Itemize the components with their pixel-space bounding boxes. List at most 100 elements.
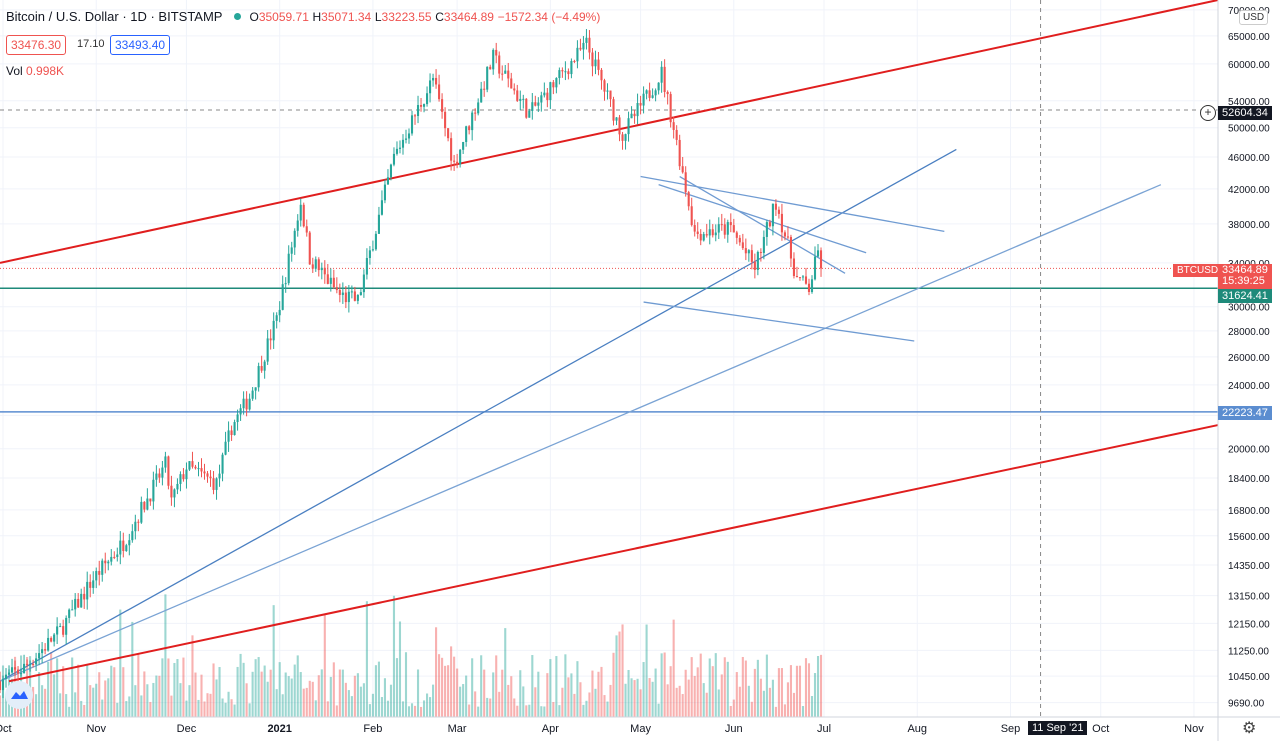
volume-bar — [176, 659, 179, 717]
volume-bar — [498, 691, 501, 717]
volume-bar — [281, 694, 284, 717]
volume-bar — [422, 700, 426, 717]
volume-bar — [410, 703, 414, 717]
candle-body — [720, 224, 723, 226]
candle-body — [672, 122, 675, 130]
candle-body — [597, 59, 600, 70]
trendline — [0, 0, 1219, 264]
candle-body — [236, 414, 239, 423]
volume-bar — [720, 674, 723, 717]
volume-bar — [537, 671, 540, 717]
candle-body — [630, 113, 633, 119]
volume-bar — [666, 684, 669, 717]
candle-body — [263, 361, 266, 371]
candle-body — [71, 609, 74, 611]
candle-body — [498, 55, 501, 74]
date-cursor-tag: 11 Sep '21 — [1028, 721, 1088, 735]
candle-body — [401, 139, 405, 148]
candle-body — [215, 478, 218, 490]
candle-body — [398, 147, 402, 149]
candle-body — [633, 113, 636, 117]
volume-bar — [0, 695, 2, 717]
volume-bar — [59, 693, 62, 717]
volume-bar — [657, 703, 660, 717]
candle-body — [600, 69, 603, 81]
volume-bar — [672, 619, 675, 717]
tradingview-logo-icon[interactable] — [5, 681, 33, 709]
candle-body — [197, 468, 200, 470]
sell-button[interactable]: 33476.30 — [6, 35, 67, 55]
volume-bar — [404, 652, 408, 717]
volume-bar — [642, 662, 645, 717]
volume-bar — [489, 698, 492, 717]
candle-body — [438, 84, 441, 100]
volume-bar — [401, 701, 405, 717]
y-tick-label: 18400.00 — [1228, 474, 1270, 485]
candle-body — [534, 102, 537, 106]
candle-body — [807, 283, 811, 292]
y-tick-label: 12150.00 — [1228, 619, 1270, 630]
volume-bar — [398, 621, 402, 717]
volume-bar — [798, 665, 802, 717]
candle-body — [732, 225, 735, 233]
candle-body — [287, 253, 290, 284]
candle-body — [783, 232, 786, 237]
candle-body — [798, 277, 802, 279]
symbol-title[interactable]: Bitcoin / U.S. Dollar · 1D · BITSTAMP — [6, 9, 223, 24]
volume-bar — [278, 662, 281, 717]
high-value: 35071.34 — [321, 10, 372, 24]
candle-body — [155, 473, 158, 480]
candle-body — [266, 338, 269, 362]
candle-body — [407, 133, 411, 139]
candle-body — [320, 267, 323, 271]
buy-button[interactable]: 33493.40 — [110, 35, 171, 55]
volume-bar — [513, 698, 516, 717]
x-tick-label: 2021 — [267, 723, 291, 735]
candle-body — [200, 468, 203, 472]
candle-body — [648, 90, 651, 98]
volume-bar — [140, 695, 143, 717]
candle-body — [486, 66, 489, 90]
candle-body — [624, 134, 627, 141]
volume-bar — [693, 675, 696, 717]
trendline — [0, 148, 957, 682]
high-label: H — [312, 10, 322, 24]
candle-body — [101, 560, 104, 575]
candle-body — [185, 469, 188, 480]
candle-body — [248, 398, 251, 410]
volume-bar — [750, 701, 753, 717]
candle-body — [371, 249, 374, 251]
volume-bar — [576, 661, 579, 717]
volume-bar — [687, 679, 690, 717]
support-price-tag: 31624.41 — [1218, 289, 1272, 303]
volume-bar — [612, 652, 615, 717]
candle-body — [573, 60, 576, 62]
candle-body — [242, 398, 245, 409]
candle-body — [347, 291, 350, 303]
candle-body — [170, 485, 173, 498]
volume-bar — [639, 689, 642, 717]
volume-bar — [465, 675, 468, 717]
settings-gear-icon[interactable]: ⚙ — [1242, 720, 1257, 737]
volume-bar — [272, 605, 275, 717]
volume-bar — [266, 681, 269, 717]
trendline — [679, 175, 846, 274]
candle-body — [441, 99, 444, 112]
candle-body — [134, 521, 137, 532]
candle-body — [4, 674, 8, 679]
candle-body — [422, 104, 426, 107]
candle-body — [98, 571, 101, 575]
candle-body — [269, 338, 272, 341]
volume-bar — [47, 661, 50, 717]
candle-body — [131, 531, 134, 541]
candle-body — [477, 102, 480, 114]
last-price: 33464.89 — [1222, 264, 1268, 276]
volume-bar — [179, 683, 182, 717]
candle-body — [113, 556, 116, 558]
add-alert-icon[interactable]: + — [1200, 105, 1216, 121]
currency-button[interactable]: USD — [1239, 10, 1269, 25]
candle-body — [68, 609, 71, 618]
volume-bar — [374, 665, 377, 717]
candle-body — [696, 231, 699, 234]
